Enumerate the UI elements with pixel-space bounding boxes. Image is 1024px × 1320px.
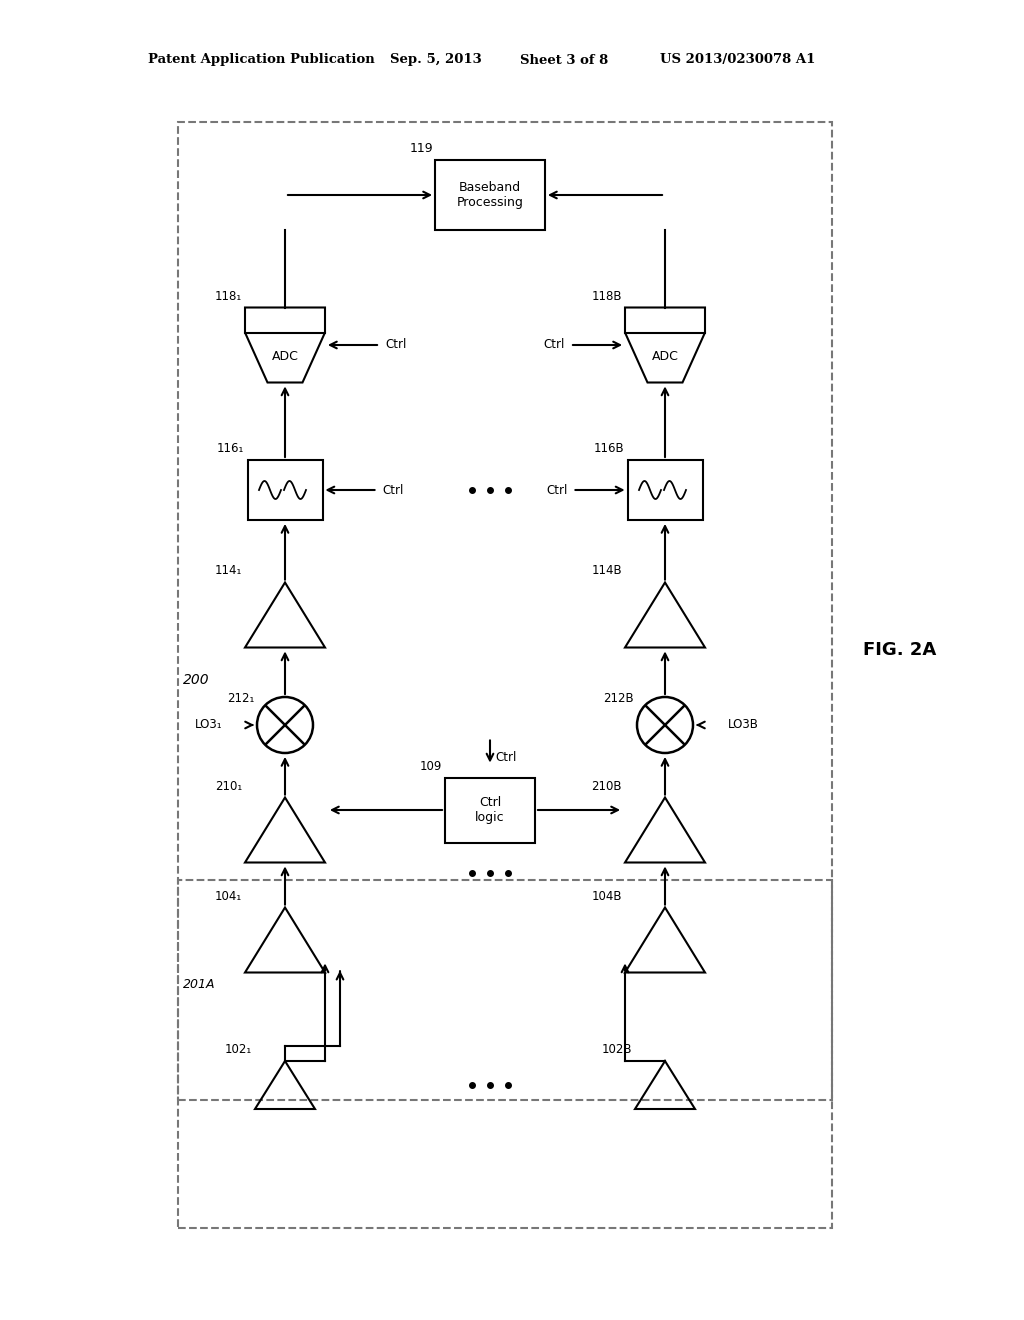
Text: 119: 119 bbox=[410, 143, 433, 154]
Text: ADC: ADC bbox=[271, 351, 298, 363]
Text: ADC: ADC bbox=[651, 351, 679, 363]
Text: 212₁: 212₁ bbox=[226, 692, 254, 705]
Text: 116B: 116B bbox=[594, 442, 625, 455]
Text: 212B: 212B bbox=[603, 692, 634, 705]
Text: 200: 200 bbox=[183, 673, 210, 686]
Text: Patent Application Publication: Patent Application Publication bbox=[148, 54, 375, 66]
Text: 102B: 102B bbox=[601, 1043, 632, 1056]
Text: 114₁: 114₁ bbox=[215, 565, 242, 578]
Text: Ctrl: Ctrl bbox=[544, 338, 565, 351]
Text: 210B: 210B bbox=[592, 780, 622, 792]
Text: 104₁: 104₁ bbox=[215, 890, 242, 903]
Bar bbox=[445, 777, 535, 842]
Text: Sheet 3 of 8: Sheet 3 of 8 bbox=[520, 54, 608, 66]
Text: 210₁: 210₁ bbox=[215, 780, 242, 792]
Text: LO3₁: LO3₁ bbox=[195, 718, 222, 731]
Text: Ctrl: Ctrl bbox=[546, 483, 567, 496]
Bar bbox=[628, 459, 702, 520]
Text: Ctrl
logic: Ctrl logic bbox=[475, 796, 505, 824]
Text: LO3B: LO3B bbox=[728, 718, 759, 731]
Text: 104B: 104B bbox=[592, 890, 622, 903]
Bar bbox=[435, 160, 545, 230]
Text: Baseband
Processing: Baseband Processing bbox=[457, 181, 523, 209]
Text: 201A: 201A bbox=[183, 978, 215, 991]
Text: Ctrl: Ctrl bbox=[495, 751, 516, 764]
Bar bbox=[248, 459, 323, 520]
Text: Sep. 5, 2013: Sep. 5, 2013 bbox=[390, 54, 481, 66]
Text: US 2013/0230078 A1: US 2013/0230078 A1 bbox=[660, 54, 815, 66]
Text: Ctrl: Ctrl bbox=[383, 483, 403, 496]
Text: 118₁: 118₁ bbox=[215, 289, 242, 302]
Text: 114B: 114B bbox=[592, 565, 622, 578]
Text: 109: 109 bbox=[420, 759, 442, 772]
Text: FIG. 2A: FIG. 2A bbox=[863, 642, 937, 659]
Text: 102₁: 102₁ bbox=[224, 1043, 252, 1056]
Text: Ctrl: Ctrl bbox=[385, 338, 407, 351]
Text: 116₁: 116₁ bbox=[217, 442, 245, 455]
Text: 118B: 118B bbox=[592, 289, 622, 302]
